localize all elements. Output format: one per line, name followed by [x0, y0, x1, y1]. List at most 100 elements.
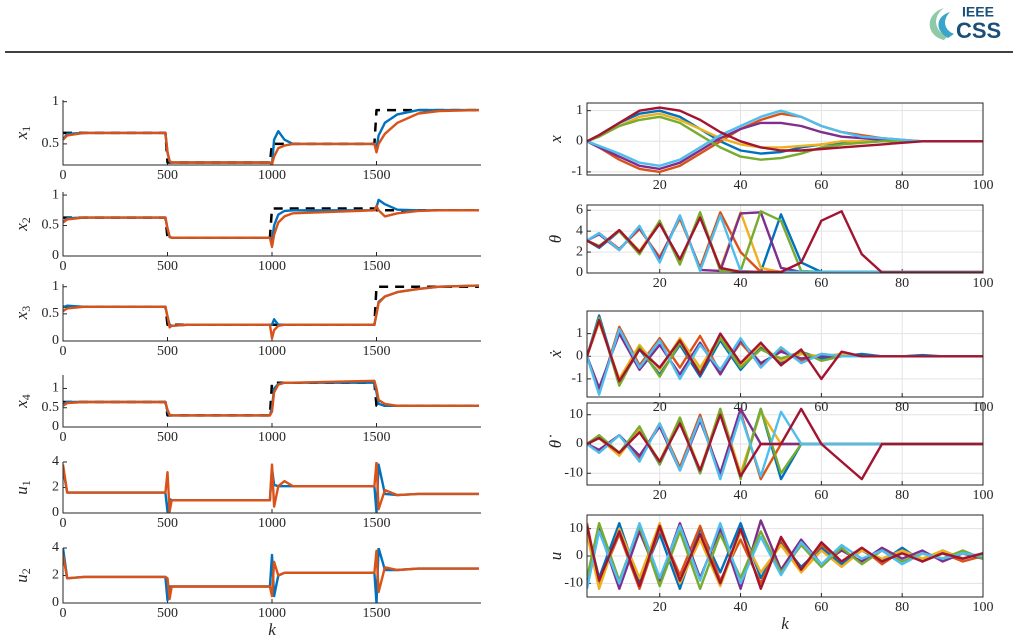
- x-tick-label: 60: [814, 600, 828, 615]
- y-tick-label: 4: [52, 540, 59, 555]
- series-group: [63, 379, 479, 417]
- x-tick-label: 40: [734, 178, 748, 193]
- y-tick-label: 2: [52, 568, 59, 583]
- y-axis-label-text: θ̇: [546, 435, 565, 448]
- y-tick-label: 0: [52, 333, 59, 348]
- y-axis-label-subscript: 2: [19, 217, 33, 223]
- series-group: [587, 106, 983, 174]
- y-axis-label: u1: [12, 480, 33, 495]
- axes: [62, 462, 481, 514]
- x-tick-label: 60: [814, 488, 828, 503]
- x-tick-label: 1500: [363, 606, 391, 621]
- y-tick-label: -10: [564, 466, 583, 481]
- series-group: [63, 548, 479, 603]
- y-tick-label: 2: [52, 480, 59, 495]
- data-line: [63, 207, 479, 239]
- logo: IEEE CSS: [929, 4, 1001, 43]
- x-tick-label: 100: [973, 178, 994, 193]
- y-tick-label: 1: [576, 103, 583, 118]
- data-line: [587, 106, 983, 152]
- y-axis-label-text: u: [546, 552, 565, 561]
- y-axis-label-text: x: [12, 400, 31, 409]
- y-axis-label-text: x: [12, 311, 31, 320]
- x-tick-label: 1000: [258, 430, 286, 445]
- data-line: [63, 285, 479, 326]
- data-line: [587, 318, 983, 383]
- x-tick-label: 500: [157, 516, 178, 531]
- logo-swirl: [929, 8, 948, 40]
- data-line: [63, 548, 479, 603]
- axes-box: [586, 102, 984, 176]
- y-tick-label: 10: [569, 407, 583, 422]
- y-axis-label: u2: [12, 568, 33, 583]
- subplot: 0 500 1000 1500 0 2 4 u1: [12, 454, 481, 531]
- x-tick-label: 100: [973, 488, 994, 503]
- y-tick-label: 4: [576, 223, 583, 238]
- x-tick-label: 1000: [258, 259, 286, 274]
- x-tick-label: 60: [814, 276, 828, 291]
- x-tick-label: 100: [973, 600, 994, 615]
- series-group: [63, 462, 479, 513]
- x-tick-label: 1500: [363, 168, 391, 183]
- x-tick-label: 500: [157, 344, 178, 359]
- x-tick-label: 0: [60, 344, 67, 359]
- axes-box: [586, 310, 984, 398]
- x-tick-label: 0: [60, 606, 67, 621]
- y-axis-label: x1: [12, 126, 33, 141]
- axes: [62, 548, 481, 604]
- y-axis-label-subscript: 1: [19, 480, 33, 486]
- data-line: [63, 284, 479, 340]
- y-tick-label: 6: [576, 202, 583, 217]
- y-tick-label: 0: [576, 134, 583, 149]
- y-tick-label: 0.5: [42, 400, 60, 415]
- y-tick-label: 10: [569, 521, 583, 536]
- data-line: [587, 210, 983, 273]
- subplot: 20 40 60 80 100 -1 0 1 x: [546, 102, 994, 193]
- x-tick-label: 20: [653, 276, 667, 291]
- x-tick-label: 1000: [258, 606, 286, 621]
- y-axis-label-text: x: [12, 131, 31, 140]
- y-axis-label-subscript: 2: [19, 568, 33, 574]
- axes: [62, 375, 481, 428]
- x-tick-label: 1500: [363, 516, 391, 531]
- x-tick-label: 1500: [363, 344, 391, 359]
- x-tick-label: 500: [157, 168, 178, 183]
- data-line: [63, 462, 479, 513]
- subplot: 20 40 60 80 100 -10 0 10 u k: [546, 514, 994, 633]
- axes: [62, 284, 481, 342]
- x-tick-label: 1000: [258, 516, 286, 531]
- y-axis-label-text: x: [12, 223, 31, 232]
- x-axis-label: k: [268, 620, 276, 636]
- y-tick-label: -1: [571, 371, 583, 386]
- y-axis-label-text: u: [12, 574, 31, 583]
- x-tick-label: 0: [60, 516, 67, 531]
- header: IEEE CSS: [5, 4, 1013, 53]
- y-axis-label: u: [546, 552, 565, 561]
- y-axis-label-subscript: 4: [19, 394, 33, 400]
- data-line: [587, 524, 983, 590]
- subplot: 0 500 1000 1500 0 0.5 1 x3: [12, 279, 481, 359]
- logo-text: IEEE: [962, 4, 994, 20]
- y-axis-label: x2: [12, 217, 33, 232]
- series-group: [587, 519, 983, 590]
- data-line: [63, 549, 479, 601]
- axes: [62, 100, 481, 166]
- data-line: [63, 463, 479, 513]
- y-axis-label: θ: [546, 235, 565, 243]
- series-group: [587, 314, 983, 396]
- y-tick-label: 0: [576, 348, 583, 363]
- series-group: [587, 210, 983, 273]
- y-tick-label: 2: [576, 244, 583, 259]
- x-tick-label: 500: [157, 606, 178, 621]
- data-line: [63, 108, 479, 165]
- y-axis-label-subscript: 3: [19, 306, 33, 312]
- y-axis-label: θ̇: [546, 435, 565, 448]
- data-line: [63, 204, 479, 249]
- x-tick-label: 1000: [258, 168, 286, 183]
- data-line: [587, 522, 983, 590]
- logo-text: CSS: [956, 18, 1001, 43]
- x-tick-label: 20: [653, 178, 667, 193]
